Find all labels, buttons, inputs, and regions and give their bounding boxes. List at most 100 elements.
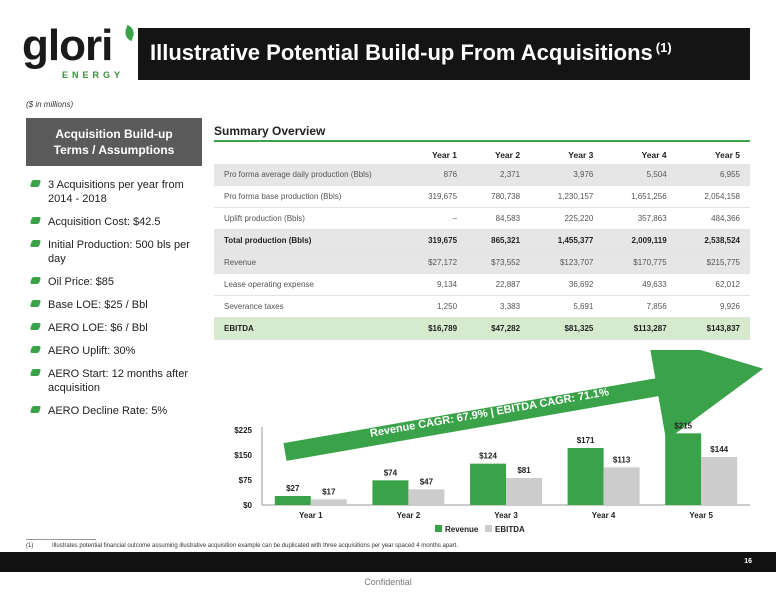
ebitda-data-label: $47 <box>420 477 434 486</box>
footnote-number: (1) <box>26 543 34 549</box>
assumptions-heading: Acquisition Build-up Terms / Assumptions <box>26 118 202 166</box>
column-header: Year 4 <box>641 150 667 160</box>
table-cell: 2,538,524 <box>676 229 750 252</box>
table-cell: 84,583 <box>467 207 531 230</box>
y-tick-label: $225 <box>234 426 252 435</box>
glori-energy-logo: glori ENERGY <box>22 21 136 84</box>
ebitda-data-label: $17 <box>322 487 336 496</box>
legend-label: Revenue <box>445 525 479 534</box>
table-cell: $113,287 <box>603 317 677 340</box>
page-number: 16 <box>744 558 752 565</box>
table-cell: 7,856 <box>603 295 677 318</box>
ebitda-bar <box>701 457 738 505</box>
revenue-ebitda-chart: Revenue CAGR: 67.9% | EBITDA CAGR: 71.1%… <box>234 350 764 534</box>
title-footnote-marker: (1) <box>655 40 672 55</box>
table-cell: 9,134 <box>404 273 468 296</box>
table-cell: 3,383 <box>467 295 531 318</box>
revenue-data-label: $27 <box>286 484 300 493</box>
assumptions-heading-line1: Acquisition Build-up <box>55 127 173 141</box>
cagr-arrow-group: Revenue CAGR: 67.9% | EBITDA CAGR: 71.1% <box>283 350 764 461</box>
table-cell: $73,552 <box>467 251 531 274</box>
table-row: Uplift production (Bbls) –84,583 225,220 35… <box>214 207 750 230</box>
summary-header-row: Year 1 Year 2 Year 3 Year 4 Year 5 <box>214 148 750 164</box>
table-cell: 484,366 <box>676 207 750 230</box>
confidential-label: Confidential <box>364 577 412 587</box>
assumption-text: AERO LOE: $6 / Bbl <box>48 322 148 334</box>
assumption-item: 3 Acquisitions per year from 2014 - 2018 <box>26 178 206 206</box>
ebitda-data-label: $144 <box>710 445 728 454</box>
table-cell: 1,455,377 <box>530 229 604 252</box>
assumptions-list: 3 Acquisitions per year from 2014 - 2018… <box>26 178 206 427</box>
x-tick-label: Year 3 <box>494 511 518 520</box>
bullet-icon <box>29 406 42 413</box>
revenue-data-label: $171 <box>577 436 595 445</box>
legend-swatch <box>485 525 492 532</box>
revenue-bar <box>470 463 506 505</box>
units-note: ($ in millions) <box>26 100 74 109</box>
assumption-text: AERO Uplift: 30% <box>48 345 136 357</box>
row-label: Severance taxes <box>214 295 404 318</box>
assumption-text: AERO Start: 12 months after acquisition <box>48 368 189 394</box>
table-row: Severance taxes 1,250 3,383 5,691 7,856 9,926 <box>214 295 750 318</box>
revenue-bar <box>665 433 702 505</box>
bullet-icon <box>29 277 42 284</box>
ebitda-data-label: $81 <box>517 466 531 475</box>
assumption-item: Initial Production: 500 bls per day <box>26 238 206 266</box>
summary-title: Summary Overview <box>214 124 326 138</box>
table-cell: $16,789 <box>404 317 468 340</box>
table-cell: 225,220 <box>530 207 604 230</box>
revenue-data-label: $124 <box>479 452 497 461</box>
title-bar: Illustrative Potential Build-up From Acq… <box>138 28 750 80</box>
ebitda-bar <box>310 499 347 505</box>
assumption-item: AERO Start: 12 months after acquisition <box>26 367 206 395</box>
cagr-arrow <box>283 350 764 461</box>
row-label: Revenue <box>214 251 404 274</box>
row-label: Lease operating expense <box>214 273 404 296</box>
bullet-icon <box>29 180 42 187</box>
table-cell: $123,707 <box>530 251 604 274</box>
assumption-text: Initial Production: 500 bls per day <box>48 239 190 265</box>
ebitda-bar <box>408 489 445 505</box>
bullet-icon <box>29 300 42 307</box>
table-cell: 319,675 <box>404 185 468 208</box>
footnote: (1) Illustrates potential financial outco… <box>26 543 458 549</box>
table-row: Pro forma base production (Bbls) 319,675 7… <box>214 185 750 208</box>
assumption-item: AERO Uplift: 30% <box>26 344 206 358</box>
row-label: Pro forma average daily production (Bbls… <box>214 164 404 186</box>
table-cell: $215,775 <box>676 251 750 274</box>
y-tick-label: $0 <box>243 501 252 510</box>
revenue-data-label: $74 <box>384 468 398 477</box>
x-tick-label: Year 4 <box>592 511 616 520</box>
ebitda-data-label: $113 <box>613 455 631 464</box>
table-cell: 6,955 <box>676 164 750 186</box>
revenue-bar <box>372 480 409 505</box>
legend-swatch <box>435 525 442 532</box>
revenue-bar <box>274 496 311 505</box>
assumption-item: AERO LOE: $6 / Bbl <box>26 321 206 335</box>
column-header: Year 2 <box>495 150 521 160</box>
x-tick-label: Year 2 <box>397 511 421 520</box>
row-label: Pro forma base production (Bbls) <box>214 185 404 208</box>
table-row: EBITDA $16,789 $47,282 $81,325 $113,287 $143,… <box>214 317 750 340</box>
bullet-icon <box>29 323 42 330</box>
table-cell: 22,887 <box>467 273 531 296</box>
cagr-annotation: Revenue CAGR: 67.9% | EBITDA CAGR: 71.1% <box>369 386 610 440</box>
footnote-divider <box>26 539 96 540</box>
column-header: Year 1 <box>431 150 458 160</box>
table-cell: 1,250 <box>404 295 468 318</box>
logo-wordmark: glori <box>22 21 113 70</box>
table-cell: $47,282 <box>467 317 531 340</box>
table-cell: $81,325 <box>530 317 604 340</box>
table-cell: 5,504 <box>603 164 677 186</box>
logo-leaf-icon <box>123 24 136 42</box>
table-cell: 2,054,158 <box>676 185 750 208</box>
bullet-icon <box>29 346 42 353</box>
table-cell: 876 <box>404 164 468 186</box>
column-header: Year 3 <box>568 150 594 160</box>
assumption-item: Base LOE: $25 / Bbl <box>26 298 206 312</box>
x-tick-label: Year 1 <box>299 511 323 520</box>
revenue-bar <box>567 448 604 505</box>
assumption-item: Acquisition Cost: $42.5 <box>26 215 206 229</box>
assumption-text: Acquisition Cost: $42.5 <box>48 216 161 228</box>
header-blank-cell <box>214 148 404 164</box>
